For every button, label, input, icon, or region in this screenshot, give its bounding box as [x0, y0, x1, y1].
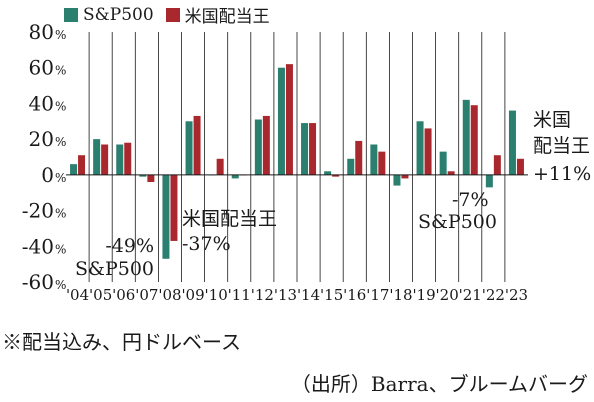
bar-dividend-kings — [309, 123, 317, 175]
bar-sp500 — [508, 110, 516, 175]
y-tick-label: 40 — [29, 91, 54, 115]
x-tick-label: '17 — [366, 286, 389, 304]
bar-sp500 — [462, 99, 470, 175]
annotation-a2023-div-name-1: 米国 — [533, 109, 571, 131]
x-tick-label: '13 — [274, 286, 297, 304]
bar-dividend-kings — [101, 144, 109, 175]
y-tick-unit: % — [55, 278, 66, 292]
bar-sp500 — [93, 139, 101, 175]
bar-sp500 — [185, 121, 193, 175]
bar-dividend-kings — [147, 174, 155, 182]
bar-sp500 — [485, 174, 493, 188]
y-tick-unit: % — [55, 171, 66, 185]
annotation-a2008-sp-name: S&P500 — [75, 258, 154, 280]
legend: S&P500 米国配当王 — [64, 2, 282, 27]
bar-dividend-kings — [401, 174, 409, 179]
source-note: （出所）Barra、ブルームバーグ — [290, 372, 588, 396]
annotation-a2023-div-name-2: 配当王 — [533, 135, 590, 157]
annotation-a2008-div-value: -37% — [182, 233, 231, 255]
footnote: ※配当込み、円ドルベース — [2, 330, 241, 354]
bar-dividend-kings — [193, 115, 201, 175]
bar-sp500 — [231, 174, 239, 179]
x-tick-label: '04 — [66, 286, 89, 304]
annotation-a2008-sp-value: -49% — [105, 235, 154, 257]
bar-dividend-kings — [516, 158, 524, 175]
x-tick-label: '10 — [205, 286, 228, 304]
legend-label-dividend-kings: 米国配当王 — [184, 7, 270, 27]
x-tick-label: '21 — [459, 286, 482, 304]
bar-dividend-kings — [170, 174, 178, 241]
y-tick-unit: % — [55, 64, 66, 78]
x-tick-label: '11 — [228, 286, 251, 304]
bar-sp500 — [254, 119, 262, 175]
bar-dividend-kings — [78, 155, 86, 175]
bar-sp500 — [347, 158, 355, 175]
x-tick-label: '16 — [343, 286, 366, 304]
bar-dividend-kings — [493, 155, 501, 175]
x-tick-label: '23 — [505, 286, 528, 304]
bar-dividend-kings — [124, 142, 132, 175]
annotation-a2008-div-name: 米国配当王 — [182, 208, 277, 230]
x-tick-label: '07 — [135, 286, 158, 304]
bar-sp500 — [370, 144, 378, 175]
bar-dividend-kings — [355, 140, 363, 175]
bar-dividend-kings — [332, 174, 340, 177]
y-tick-label: -40 — [22, 234, 54, 258]
annotation-a2022-sp-name: S&P500 — [418, 211, 497, 233]
y-tick-label: 80 — [29, 20, 54, 44]
legend-swatch-sp500 — [64, 7, 78, 22]
y-tick-label: 20 — [29, 127, 54, 151]
y-tick-unit: % — [55, 242, 66, 256]
bar-dividend-kings — [424, 128, 432, 175]
x-tick-label: '22 — [482, 286, 505, 304]
bar-sp500 — [416, 121, 424, 175]
y-tick-label: -20 — [22, 199, 54, 223]
legend-swatch-dividend-kings — [165, 7, 180, 22]
bar-dividend-kings — [470, 105, 478, 175]
bar-dividend-kings — [447, 171, 455, 175]
legend-label-sp500: S&P500 — [83, 4, 154, 25]
y-tick-unit: % — [55, 28, 66, 42]
bar-sp500 — [162, 174, 170, 259]
x-tick-label: '18 — [389, 286, 412, 304]
bar-sp500 — [139, 174, 147, 177]
bar-dividend-kings — [378, 151, 386, 175]
bar-sp500 — [70, 164, 78, 175]
y-tick-unit: % — [55, 135, 66, 149]
y-tick-label: 0 — [41, 163, 54, 187]
x-tick-label: '20 — [436, 286, 459, 304]
bar-sp500 — [439, 151, 447, 175]
y-tick-label: -60 — [22, 270, 54, 294]
x-tick-label: '15 — [320, 286, 343, 304]
y-tick-label: 60 — [29, 56, 54, 80]
bar-dividend-kings — [262, 115, 270, 175]
bar-sp500 — [393, 174, 401, 186]
x-tick-label: '09 — [181, 286, 204, 304]
x-tick-label: '06 — [112, 286, 135, 304]
bar-sp500 — [116, 144, 124, 175]
x-tick-label: '19 — [412, 286, 435, 304]
y-tick-unit: % — [55, 207, 66, 221]
annotation-a2022-sp-value: -7% — [452, 189, 489, 211]
bar-dividend-kings — [285, 64, 293, 175]
bar-sp500 — [301, 123, 309, 175]
x-tick-label: '08 — [158, 286, 181, 304]
x-tick-label: '05 — [89, 286, 112, 304]
y-tick-unit: % — [55, 99, 66, 113]
x-tick-label: '14 — [297, 286, 320, 304]
bar-chart: 80 %60 %40 %20 %0 %-20 %-40 %-60 %'04'05'06'07'0… — [22, 20, 591, 304]
legend-item-dividend-kings: 米国配当王 — [165, 2, 270, 27]
bar-sp500 — [277, 67, 285, 175]
annotation-a2023-div-value: +11% — [533, 163, 591, 185]
x-tick-label: '12 — [251, 286, 274, 304]
legend-item-sp500: S&P500 — [64, 5, 154, 25]
bar-dividend-kings — [216, 158, 224, 175]
bar-sp500 — [324, 171, 332, 175]
